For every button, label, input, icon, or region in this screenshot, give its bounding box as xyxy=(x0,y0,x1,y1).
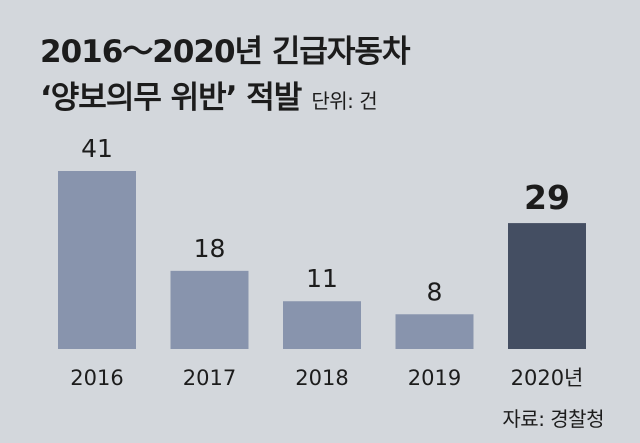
bar-2018 xyxy=(283,301,361,349)
chart-title-main: ‘양보의무 위반’ 적발 xyxy=(40,80,302,116)
bar-value-label: 41 xyxy=(81,134,113,163)
bar-value-label: 29 xyxy=(524,178,570,217)
x-tick-label: 2016 xyxy=(70,366,123,390)
bar-value-label: 11 xyxy=(306,264,338,293)
x-tick-label: 2017 xyxy=(183,366,236,390)
chart-title-line1: 2016～2020년 긴급자동차 xyxy=(40,34,410,70)
x-tick-label: 2019 xyxy=(408,366,461,390)
x-tick-label: 2018 xyxy=(295,366,348,390)
bar-2017 xyxy=(170,270,249,349)
bar-value-label: 18 xyxy=(194,234,226,263)
unit-label: 단위: 건 xyxy=(311,89,378,113)
chart-title-line2: ‘양보의무 위반’ 적발 단위: 건 xyxy=(40,72,378,117)
source-label: 자료: 경찰청 xyxy=(502,407,604,431)
x-tick-label: 2020년 xyxy=(511,366,584,390)
bar-2016 xyxy=(58,171,136,349)
bar-2020년 xyxy=(508,223,586,349)
bar-2019 xyxy=(395,314,474,349)
bar-value-label: 8 xyxy=(427,277,443,306)
